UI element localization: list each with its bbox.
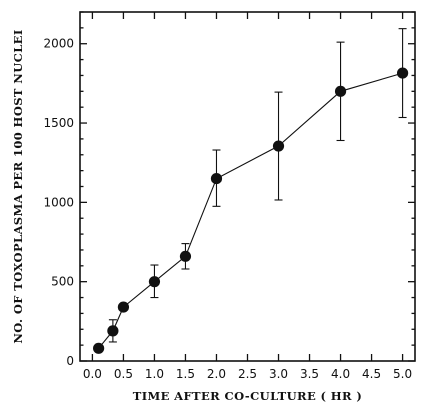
data-point [334, 85, 347, 97]
data-point [179, 250, 192, 262]
x-tick-label: 0.5 [114, 367, 133, 381]
x-tick-label: 3.0 [269, 367, 288, 381]
y-tick-label: 2000 [43, 37, 74, 51]
plot-border [79, 11, 416, 362]
y-tick-label: 1000 [43, 195, 74, 209]
x-tick-label: 2.5 [238, 367, 257, 381]
y-tick-label: 1500 [43, 116, 74, 130]
x-tick-label: 1.0 [145, 367, 164, 381]
y-axis-ticks: 0 500 1000 1500 2000 [43, 37, 415, 368]
x-tick-label: 5.0 [393, 367, 412, 381]
x-tick-label: 3.5 [300, 367, 319, 381]
x-tick-label: 2.0 [207, 367, 226, 381]
data-point [117, 301, 130, 313]
y-tick-label: 0 [66, 354, 74, 368]
data-point [210, 172, 223, 185]
x-tick-label: 4.5 [362, 367, 381, 381]
x-tick-label: 0.0 [83, 367, 102, 381]
data-point [396, 67, 409, 79]
x-axis-ticks: 0.0 0.5 1.0 1.5 2.0 2.5 3.0 3.5 4.0 4.5 5.0 [83, 12, 412, 381]
y-axis-title: NO. OF TOXOPLASMA PER 100 HOST NUCLEI [11, 29, 25, 343]
series-group [93, 28, 409, 354]
data-point [148, 276, 161, 288]
x-tick-label: 1.5 [176, 367, 195, 381]
x-axis-title: TIME AFTER CO-CULTURE ( HR ) [133, 389, 363, 403]
plot-frame [79, 11, 416, 362]
data-point [93, 342, 105, 354]
data-point [272, 140, 285, 152]
x-tick-label: 4.0 [331, 367, 350, 381]
y-tick-label: 500 [51, 275, 74, 289]
data-point [107, 325, 119, 337]
minor-ticks [80, 11, 415, 346]
series-line [98, 72, 403, 349]
